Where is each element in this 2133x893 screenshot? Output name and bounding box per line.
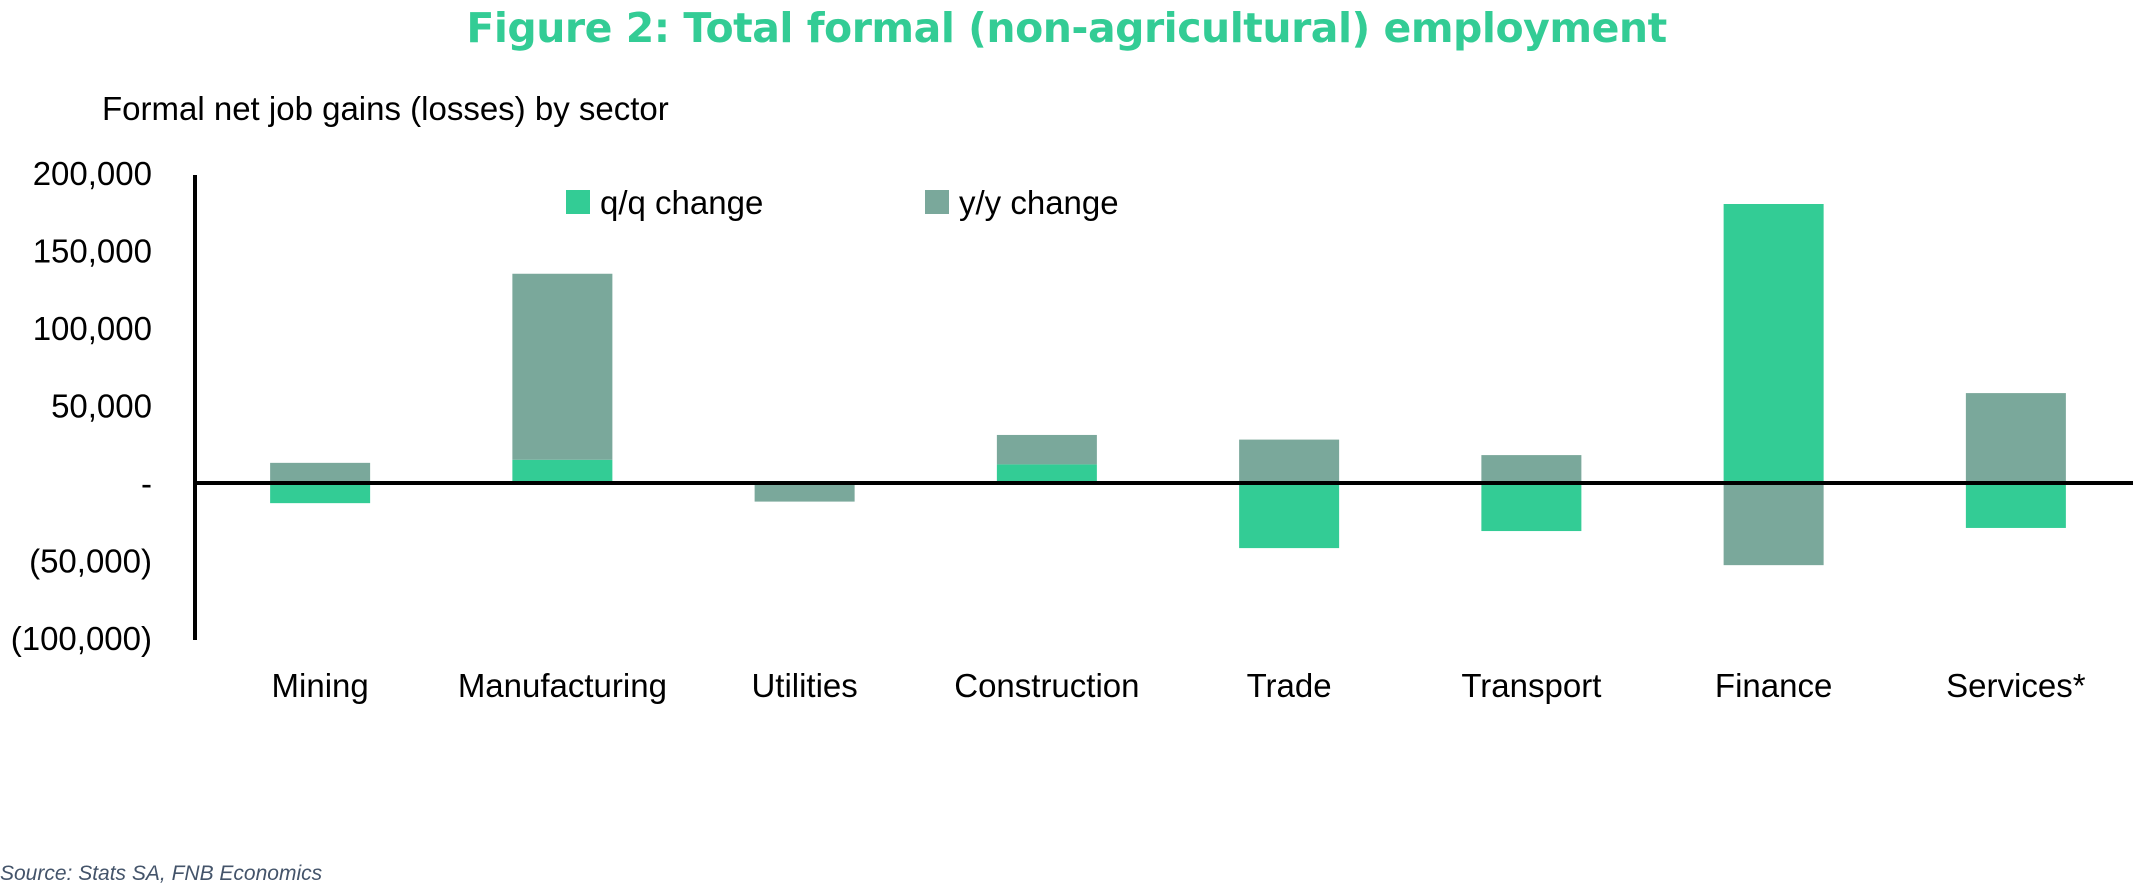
x-tick-label: Mining (272, 667, 369, 704)
x-tick-label: Finance (1715, 667, 1832, 704)
y-tick-label: - (141, 465, 152, 502)
y-tick-label: (100,000) (11, 620, 152, 657)
chart-title: Figure 2: Total formal (non-agricultural… (466, 4, 1667, 52)
y-tick-label: 50,000 (51, 388, 152, 425)
bar-yy-construction (996, 434, 1097, 465)
bar-qq-finance (1723, 204, 1824, 483)
x-tick-label: Services* (1946, 667, 2086, 704)
bar-yy-finance (1723, 483, 1824, 566)
legend-label: y/y change (959, 184, 1119, 221)
chart-subtitle: Formal net job gains (losses) by sector (102, 90, 669, 127)
x-tick-label: Trade (1247, 667, 1332, 704)
y-tick-label: 200,000 (33, 155, 152, 192)
bar-yy-services (1965, 393, 2066, 483)
x-tick-label: Construction (954, 667, 1139, 704)
y-tick-label: 100,000 (33, 310, 152, 347)
y-tick-label: (50,000) (29, 543, 152, 580)
bars (270, 204, 2066, 566)
x-tick-labels: Mining Manufacturing Utilities Construction… (272, 667, 2086, 704)
x-tick-label: Manufacturing (458, 667, 667, 704)
x-tick-label: Transport (1461, 667, 1601, 704)
bar-qq-manufacturing (512, 459, 613, 483)
legend: q/q change y/y change (566, 184, 1119, 221)
y-tick-label: 150,000 (33, 233, 152, 270)
bar-qq-trade (1239, 483, 1340, 549)
bar-yy-manufacturing (512, 273, 613, 460)
x-tick-label: Utilities (751, 667, 857, 704)
legend-label: q/q change (600, 184, 763, 221)
bar-qq-services (1965, 483, 2066, 528)
bar-yy-trade (1239, 439, 1340, 483)
bar-yy-utilities (754, 483, 855, 502)
bar-qq-transport (1481, 483, 1582, 532)
bar-yy-mining (270, 462, 371, 483)
source-note: Source: Stats SA, FNB Economics (0, 862, 323, 885)
legend-swatch (925, 190, 949, 214)
bar-yy-transport (1481, 455, 1582, 483)
y-tick-labels: 200,000 150,000 100,000 50,000 - (50,000) (100… (11, 155, 152, 657)
bar-qq-mining (270, 483, 371, 504)
bar-qq-construction (996, 464, 1097, 483)
legend-swatch (566, 190, 590, 214)
